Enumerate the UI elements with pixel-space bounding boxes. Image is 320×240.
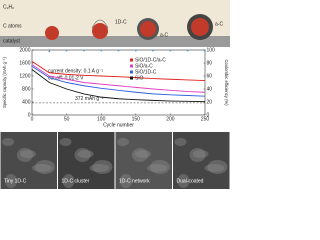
sem-image [115,132,172,189]
efficiency-point [48,50,51,53]
y-tick-label: 400 [22,99,31,105]
sem-image [173,132,230,189]
y-tick-label: 2000 [19,47,30,53]
sem-texture [207,160,228,174]
sem-texture [117,138,129,146]
y2-tick-label: 60 [207,73,213,79]
series-line [31,61,206,81]
efficiency-point [65,49,68,52]
sem-label: 1D-C network [119,178,150,184]
sem-texture [150,160,170,174]
y2-tick-label: 0 [207,112,210,118]
x-tick-label: 250 [201,116,210,122]
legend-label: SiO [135,75,143,81]
efficiency-point [152,49,155,52]
efficiency-point [117,49,120,52]
sem-texture [132,148,148,162]
efficiency-point [169,49,172,52]
sem-texture [192,150,209,158]
schematic: C₂H₂ C atoms catalyst 1D-C a-C a-C [0,0,230,47]
annotation: current density: 0.1 A g⁻¹ [48,68,104,74]
sem-texture [189,148,206,162]
efficiency-point [186,49,189,52]
sem-image [0,132,57,189]
sem-texture [74,148,91,162]
sem-texture [17,148,33,162]
label: a-C [215,21,223,27]
series-line [31,65,206,97]
x-tick-label: 150 [132,116,141,122]
sem-texture [35,160,55,174]
sem-texture [89,164,110,172]
y2-tick-label: 20 [207,99,213,105]
x-tick-label: 0 [31,116,34,122]
x-tick-label: 50 [64,116,70,122]
sem-texture [20,150,36,158]
y-tick-label: 800 [22,86,31,92]
legend-swatch [130,70,133,74]
efficiency-point [204,49,206,52]
particle [92,23,108,39]
sem-texture [147,164,167,172]
legend-swatch [130,76,133,80]
y2-tick-label: 40 [207,86,213,92]
fiber [91,19,109,29]
x-axis-title: Cycle number [103,122,134,128]
y2-tick-label: 80 [207,60,213,66]
x-tick-label: 100 [97,116,106,122]
legend-label: SiO/a-C [135,63,153,69]
series-line [31,69,206,103]
chart: 0 50 100 150 200 2500400800120016002000020406… [2,47,229,128]
y2-tick-label: 100 [207,47,216,53]
legend-swatch [130,58,133,62]
y-tick-label: 1200 [19,73,30,79]
figure: C₂H₂ C atoms catalyst 1D-C a-C a-C 0 50 10… [0,0,230,189]
efficiency-point [83,49,85,52]
y-axis-title: Specific capacity (mAh g⁻¹) [2,56,7,107]
label: catalyst [3,38,21,44]
sem-texture [5,174,17,188]
efficiency-point [134,49,137,52]
efficiency-point [31,65,33,68]
y-tick-label: 1600 [19,60,30,66]
catalyst-layer [0,36,230,47]
particle [140,21,156,37]
sem-texture [120,174,132,188]
annotation: 372 mAh g⁻¹ [75,96,104,102]
sem-row: Tiny 1D-C 1D-C cluster 1D-C network Dual-co… [0,132,230,189]
label: C atoms [3,23,22,29]
particle [191,18,209,36]
legend-label: SiO/1D-C [135,69,157,75]
sem-texture [59,138,72,146]
sem-label: Dual-coated [177,178,204,184]
y-tick-label: 0 [28,112,31,118]
label: 1D-C [115,19,127,25]
legend-label: SiO/1D-C/a-C [135,57,166,63]
sem-texture [204,164,225,172]
label: a-C [160,32,168,38]
sem-label: Tiny 1D-C [4,178,27,184]
efficiency-point [100,49,103,52]
sem-image [58,132,115,189]
annotation: cut-off: 0.01-2 V [48,75,84,81]
sem-texture [177,174,190,188]
legend-swatch [130,64,133,68]
label: C₂H₂ [3,4,14,10]
plot-frame [31,49,206,116]
sem-label: 1D-C cluster [62,178,90,184]
sem-texture [62,174,75,188]
sem-texture [2,138,14,146]
x-tick-label: 200 [166,116,175,122]
sem-texture [174,138,187,146]
sem-texture [32,164,52,172]
series-line [31,64,206,93]
particle [45,26,59,40]
sem-texture [135,150,151,158]
sem-texture [92,160,113,174]
sem-texture [77,150,94,158]
y2-axis-title: Coulombic efficiency (%) [224,59,229,106]
